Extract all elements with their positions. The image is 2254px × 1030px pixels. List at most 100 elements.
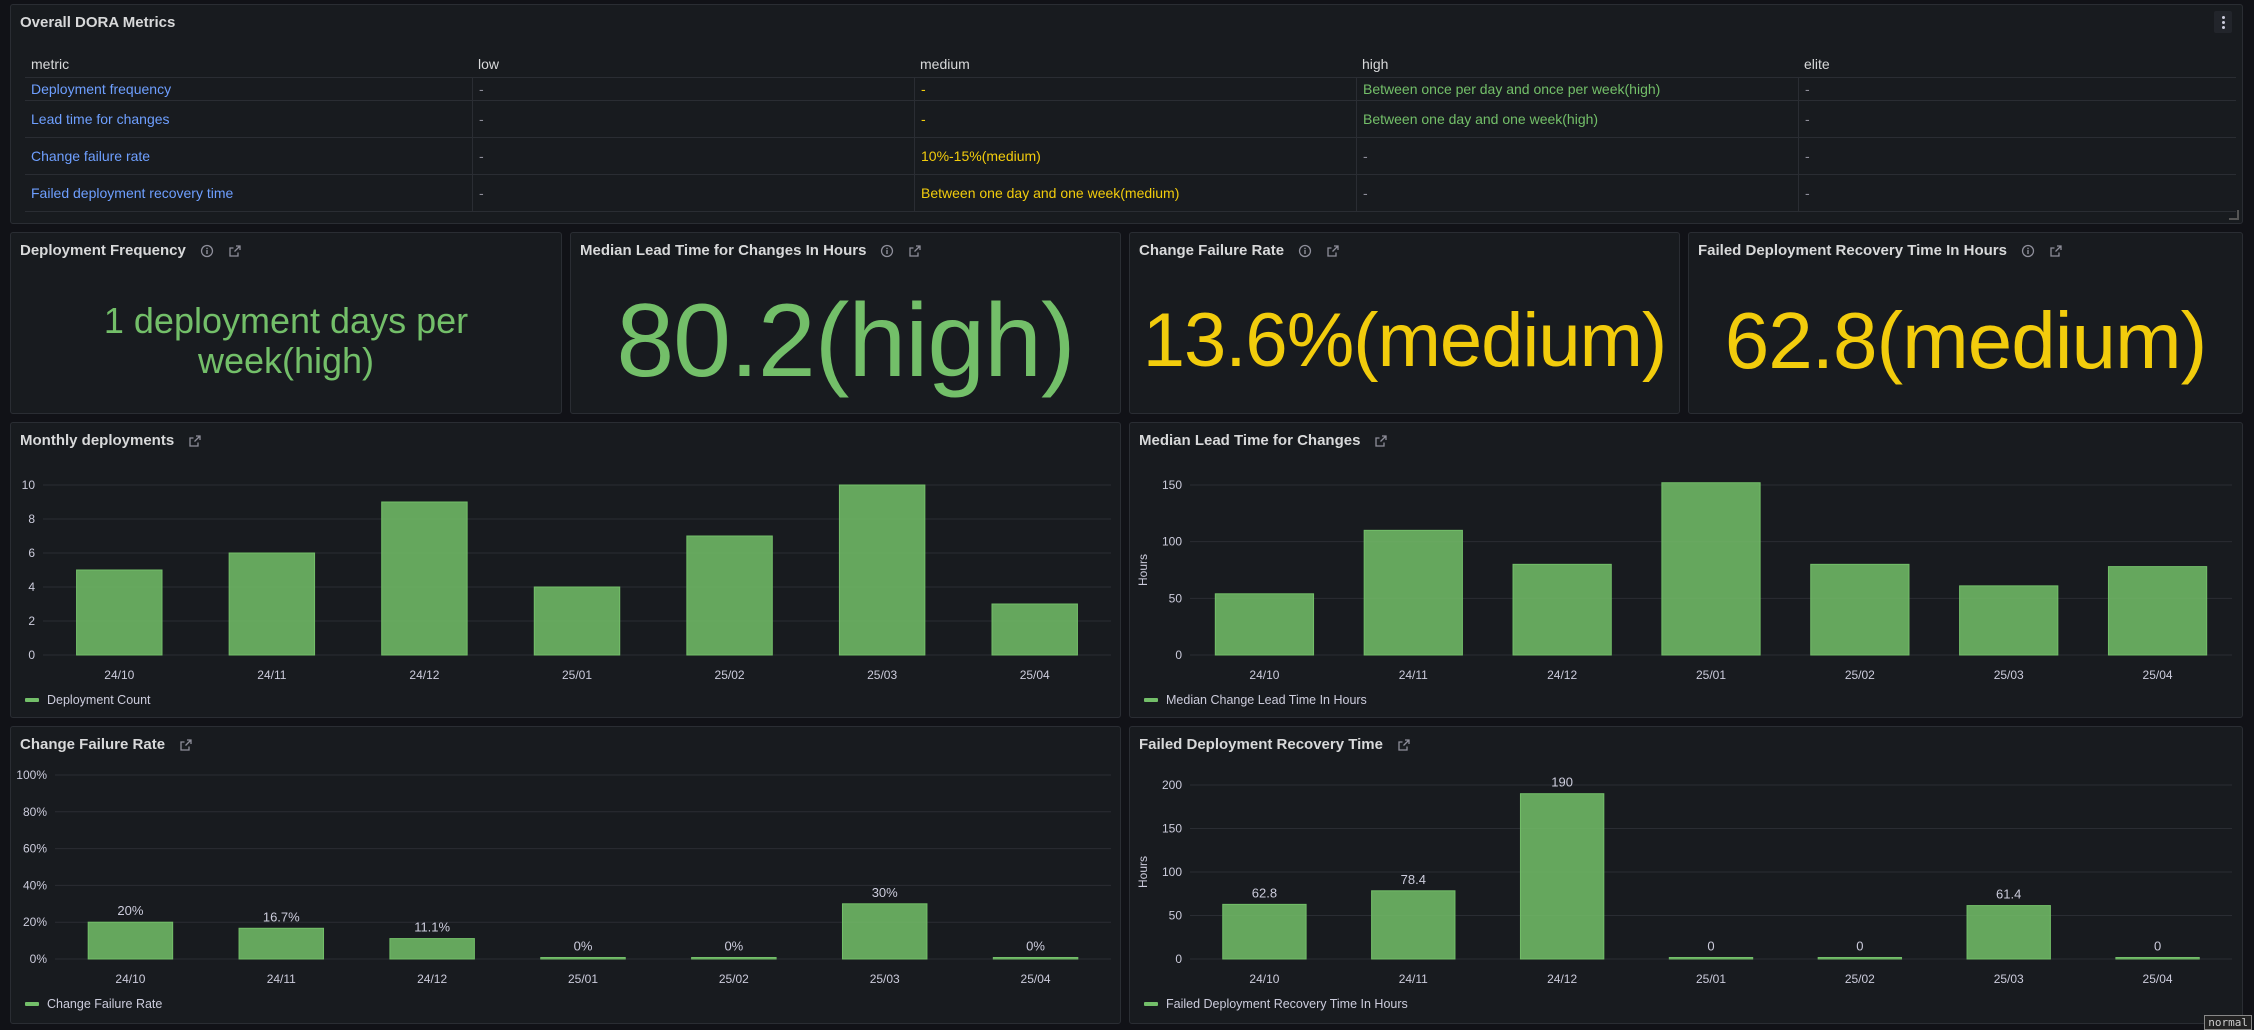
median-lead-time-chart: 0 50 100 150 Hours 24/10 24/11 24/12 25/01 25/02 2… bbox=[1136, 478, 2232, 682]
y-tick-label: 80% bbox=[23, 805, 47, 819]
table-cell: - bbox=[1798, 101, 2236, 137]
table-cell: 10%-15%(medium) bbox=[914, 138, 1356, 174]
y-tick-label: 20% bbox=[23, 915, 47, 929]
median-lead-time-chart-panel: Median Lead Time for Changes 0 50 100 150 Ho… bbox=[1129, 422, 2243, 718]
table-row: Failed deployment recovery time - Betwee… bbox=[25, 175, 2236, 212]
x-tick-label: 25/03 bbox=[1994, 972, 2024, 986]
metric-link[interactable]: Deployment frequency bbox=[31, 81, 172, 97]
table-cell: - bbox=[472, 78, 914, 100]
table-cell: - bbox=[472, 175, 914, 211]
monthly-deployments-panel: Monthly deployments 0 2 4 6 8 10 24/10 24/11 24/… bbox=[10, 422, 1121, 718]
legend-swatch bbox=[1144, 1002, 1158, 1006]
legend-swatch bbox=[25, 1002, 39, 1006]
chart-bar bbox=[1222, 903, 1307, 960]
data-label: 62.8 bbox=[1252, 885, 1277, 900]
external-link-icon[interactable] bbox=[1326, 244, 1340, 258]
x-tick-label: 25/03 bbox=[867, 668, 897, 682]
x-tick-label: 24/10 bbox=[1249, 972, 1279, 986]
chart-bar bbox=[991, 603, 1078, 656]
table-header-row: metric low medium high elite bbox=[25, 51, 2236, 78]
y-tick-label: 8 bbox=[28, 512, 35, 526]
chart-bar bbox=[686, 535, 773, 656]
chart-bar bbox=[1512, 563, 1612, 656]
metric-link[interactable]: Change failure rate bbox=[31, 148, 151, 164]
y-tick-label: 0 bbox=[1175, 648, 1182, 662]
column-header-high[interactable]: high bbox=[1362, 56, 1389, 72]
x-tick-label: 24/10 bbox=[104, 668, 134, 682]
info-icon[interactable] bbox=[2021, 244, 2035, 258]
info-icon[interactable] bbox=[200, 244, 214, 258]
stat-value: 80.2(high) bbox=[616, 283, 1075, 399]
data-label: 0 bbox=[1707, 939, 1714, 954]
column-header-low[interactable]: low bbox=[478, 56, 500, 72]
resize-handle[interactable] bbox=[2229, 210, 2239, 220]
panel-menu-button[interactable] bbox=[2214, 11, 2232, 33]
external-link-icon[interactable] bbox=[908, 244, 922, 258]
info-icon[interactable] bbox=[880, 244, 894, 258]
chart-bar bbox=[2107, 566, 2208, 656]
data-label: 20% bbox=[117, 903, 143, 918]
chart-legend[interactable]: Failed Deployment Recovery Time In Hours bbox=[1144, 997, 1408, 1011]
chart-bar bbox=[238, 927, 325, 960]
x-tick-label: 24/11 bbox=[1399, 972, 1428, 986]
data-label: 0 bbox=[2154, 939, 2161, 954]
chart-bar bbox=[1519, 793, 1605, 960]
table-cell: - bbox=[472, 101, 914, 137]
column-header-medium[interactable]: medium bbox=[920, 56, 970, 72]
data-label: 11.1% bbox=[414, 920, 450, 935]
y-tick-label: 100% bbox=[16, 768, 47, 782]
x-tick-label: 25/02 bbox=[715, 668, 745, 682]
table-row: Deployment frequency - - Between once pe… bbox=[25, 78, 2236, 101]
change-failure-rate-chart-panel: Change Failure Rate 0% 20% 40% 60% 80% 100% 24… bbox=[10, 726, 1121, 1024]
table-cell: Between once per day and once per week(h… bbox=[1356, 78, 1798, 100]
table-cell: - bbox=[1798, 175, 2236, 211]
x-tick-label: 25/01 bbox=[1696, 972, 1726, 986]
chart-legend[interactable]: Change Failure Rate bbox=[25, 997, 162, 1011]
metric-link[interactable]: Failed deployment recovery time bbox=[31, 185, 234, 201]
y-tick-label: 2 bbox=[28, 614, 35, 628]
table-cell: - bbox=[1356, 175, 1798, 211]
legend-label: Median Change Lead Time In Hours bbox=[1166, 693, 1367, 707]
x-tick-label: 24/11 bbox=[267, 972, 296, 986]
x-tick-label: 25/02 bbox=[719, 972, 749, 986]
x-tick-label: 24/10 bbox=[1249, 668, 1279, 682]
metric-link[interactable]: Lead time for changes bbox=[31, 111, 170, 127]
table-cell: - bbox=[1798, 78, 2236, 100]
chart-bar bbox=[381, 501, 468, 656]
data-label: 78.4 bbox=[1401, 872, 1426, 887]
chart-bar bbox=[838, 484, 926, 656]
external-link-icon[interactable] bbox=[188, 434, 202, 448]
info-icon[interactable] bbox=[1298, 244, 1312, 258]
y-axis-label: Hours bbox=[1136, 856, 1150, 888]
panel-title: Change Failure Rate bbox=[1139, 242, 1285, 259]
column-header-metric[interactable]: metric bbox=[31, 56, 70, 72]
chart-bar bbox=[1214, 593, 1315, 656]
chart-legend[interactable]: Median Change Lead Time In Hours bbox=[1144, 693, 1367, 707]
chart-legend[interactable]: Deployment Count bbox=[25, 693, 151, 707]
external-link-icon[interactable] bbox=[179, 738, 193, 752]
data-label: 16.7% bbox=[263, 909, 300, 924]
table-cell: - bbox=[914, 78, 1356, 100]
x-tick-label: 24/12 bbox=[417, 972, 447, 986]
table-cell: - bbox=[472, 138, 914, 174]
x-tick-label: 24/12 bbox=[409, 668, 439, 682]
table-cell: Between one day and one week(high) bbox=[1356, 101, 1798, 137]
panel-title: Failed Deployment Recovery Time bbox=[1139, 736, 1383, 753]
external-link-icon[interactable] bbox=[1374, 434, 1388, 448]
x-tick-label: 25/04 bbox=[1020, 668, 1050, 682]
y-tick-label: 200 bbox=[1162, 778, 1182, 792]
chart-bar bbox=[389, 938, 475, 960]
data-label: 30% bbox=[872, 885, 898, 900]
monthly-deployments-chart: 0 2 4 6 8 10 24/10 24/11 24/12 25/01 25/02 25/03 25/… bbox=[22, 478, 1111, 682]
external-link-icon[interactable] bbox=[1397, 738, 1411, 752]
x-tick-label: 24/11 bbox=[1399, 668, 1428, 682]
chart-bar bbox=[1371, 890, 1456, 960]
external-link-icon[interactable] bbox=[228, 244, 242, 258]
column-header-elite[interactable]: elite bbox=[1804, 56, 1830, 72]
status-badge: normal bbox=[2204, 1015, 2252, 1030]
external-link-icon[interactable] bbox=[2049, 244, 2063, 258]
recovery-time-chart: 0 50 100 150 200 Hours 24/10 62.8 24/11 78.4 24/12… bbox=[1136, 775, 2232, 986]
x-tick-label: 24/10 bbox=[115, 972, 145, 986]
change-failure-rate-stat-panel: Change Failure Rate 13.6%(medium) bbox=[1129, 232, 1680, 414]
y-tick-label: 10 bbox=[22, 478, 36, 492]
